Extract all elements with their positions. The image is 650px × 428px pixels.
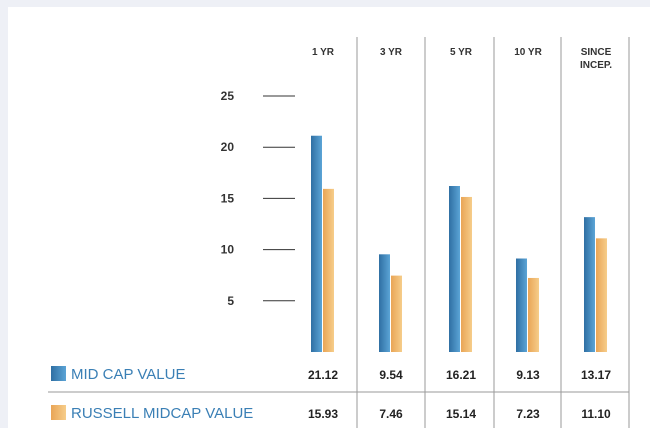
value-russell-midcap-value-3-yr: 7.46 bbox=[379, 407, 403, 421]
legend-label-mid-cap-value: MID CAP VALUE bbox=[71, 366, 185, 383]
column-headers: 1 YR 3 YR 5 YR 10 YR SINCE INCEP. bbox=[312, 47, 612, 71]
y-tick-label: 20 bbox=[221, 140, 235, 154]
bar-russell-midcap-value-since-incep bbox=[596, 238, 607, 352]
value-mid-cap-value-3-yr: 9.54 bbox=[379, 368, 403, 382]
y-axis: 5 10 15 20 25 bbox=[221, 89, 295, 308]
y-tick-label: 25 bbox=[221, 89, 235, 103]
column-header-5-yr: 5 YR bbox=[450, 47, 473, 58]
value-russell-midcap-value-10-yr: 7.23 bbox=[516, 407, 540, 421]
column-header-1-yr: 1 YR bbox=[312, 47, 335, 58]
bar-mid-cap-value-1-yr bbox=[311, 135, 322, 352]
value-mid-cap-value-since-incep: 13.17 bbox=[581, 368, 611, 382]
bar-russell-midcap-value-10-yr bbox=[528, 277, 539, 352]
value-mid-cap-value-10-yr: 9.13 bbox=[516, 368, 540, 382]
bar-mid-cap-value-since-incep bbox=[584, 217, 595, 352]
legend-swatch-mid-cap-value bbox=[51, 366, 66, 381]
column-header-3-yr: 3 YR bbox=[380, 47, 403, 58]
y-tick-label: 10 bbox=[221, 243, 235, 257]
y-tick-label: 15 bbox=[221, 191, 235, 205]
column-header-since-incep: SINCE INCEP. bbox=[580, 47, 612, 71]
y-tick-label: 5 bbox=[227, 294, 234, 308]
values-table: MID CAP VALUE 21.12 9.54 16.21 9.13 13.17 RUSS… bbox=[51, 366, 611, 422]
value-mid-cap-value-1-yr: 21.12 bbox=[308, 368, 338, 382]
value-russell-midcap-value-5-yr: 15.14 bbox=[446, 407, 476, 421]
bar-russell-midcap-value-3-yr bbox=[391, 275, 402, 352]
bar-mid-cap-value-3-yr bbox=[379, 254, 390, 352]
bar-russell-midcap-value-5-yr bbox=[461, 196, 472, 352]
legend-label-russell-midcap-value: RUSSELL MIDCAP VALUE bbox=[71, 405, 253, 422]
chart-card: 5 10 15 20 25 1 YR 3 YR 5 YR 10 YR SINCE INCEP. M… bbox=[8, 7, 650, 428]
bar-mid-cap-value-5-yr bbox=[449, 186, 460, 352]
column-dividers bbox=[48, 37, 630, 428]
bar-russell-midcap-value-1-yr bbox=[323, 188, 334, 352]
returns-bar-chart: 5 10 15 20 25 1 YR 3 YR 5 YR 10 YR SINCE INCEP. M… bbox=[48, 37, 630, 428]
legend-swatch-russell-midcap-value bbox=[51, 405, 66, 420]
value-russell-midcap-value-1-yr: 15.93 bbox=[308, 407, 338, 421]
bar-mid-cap-value-10-yr bbox=[516, 258, 527, 352]
column-header-10-yr: 10 YR bbox=[514, 47, 542, 58]
value-mid-cap-value-5-yr: 16.21 bbox=[446, 368, 476, 382]
value-russell-midcap-value-since-incep: 11.10 bbox=[581, 407, 611, 421]
bars bbox=[311, 135, 607, 352]
